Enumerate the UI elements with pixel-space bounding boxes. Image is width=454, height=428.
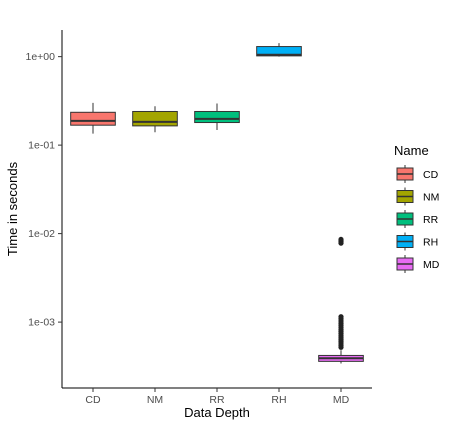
- plot-area: [70, 43, 364, 364]
- box-body: [256, 46, 302, 57]
- box-body: [70, 111, 116, 126]
- x-tick-label: MD: [333, 394, 350, 406]
- legend-item-nm: NM: [396, 187, 439, 206]
- outlier-point: [338, 314, 344, 320]
- outlier-point: [338, 236, 344, 243]
- y-tick-label: 1e-01: [28, 140, 55, 152]
- x-tick-label: CD: [85, 394, 101, 406]
- x-tick-label: RH: [271, 394, 286, 406]
- box-nm: [132, 106, 178, 133]
- box-rr: [194, 103, 240, 131]
- axes: 1e+00 1e-01 1e-02 1e-03 CD NM RR RH MD: [26, 30, 372, 406]
- box-body: [132, 110, 178, 127]
- x-axis-title: Data Depth: [184, 405, 250, 420]
- legend-label: CD: [423, 169, 439, 181]
- box-md: [318, 236, 364, 364]
- legend-item-md: MD: [396, 255, 440, 273]
- box-cd: [70, 102, 116, 134]
- legend-item-rh: RH: [396, 232, 438, 251]
- x-tick-label: NM: [147, 394, 163, 406]
- legend: Name CD NM RR RH MD: [394, 143, 440, 273]
- y-tick-label: 1e-02: [28, 228, 55, 240]
- legend-label: RH: [423, 237, 438, 249]
- y-axis-title: Time in seconds: [5, 161, 20, 256]
- x-axis-ticks: CD NM RR RH MD: [85, 388, 350, 406]
- legend-item-cd: CD: [396, 165, 439, 183]
- box-rh: [256, 43, 302, 57]
- y-tick-label: 1e-03: [28, 317, 55, 329]
- y-axis-ticks: 1e+00 1e-01 1e-02 1e-03: [26, 51, 62, 329]
- legend-label: MD: [423, 259, 440, 271]
- legend-label: NM: [423, 192, 439, 204]
- legend-title: Name: [394, 143, 429, 158]
- box-body: [194, 110, 240, 124]
- legend-item-rr: RR: [396, 210, 439, 228]
- y-tick-label: 1e+00: [26, 51, 56, 63]
- legend-label: RR: [423, 214, 439, 226]
- x-tick-label: RR: [209, 394, 225, 406]
